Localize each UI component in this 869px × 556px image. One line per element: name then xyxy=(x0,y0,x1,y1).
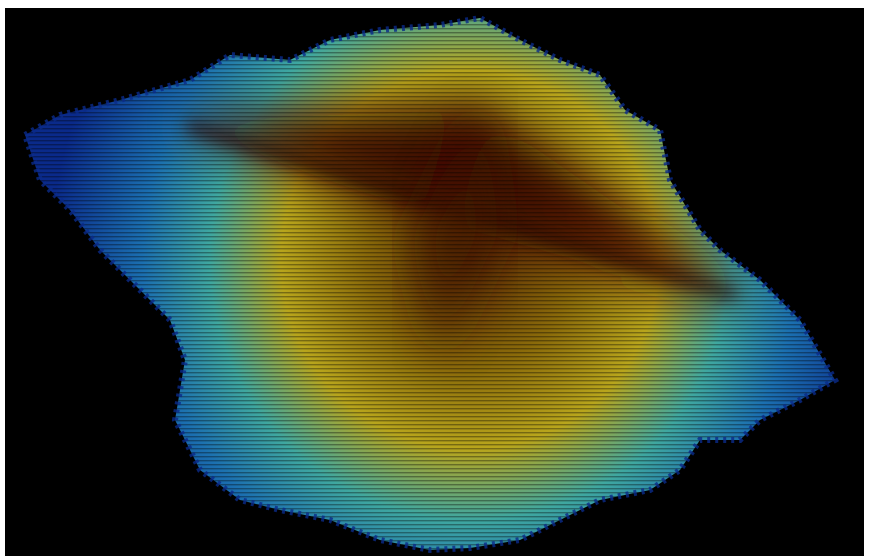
render-view xyxy=(0,0,869,556)
page: {} html, body { margin: 0; padding: 0; b… xyxy=(0,0,869,556)
body xyxy=(0,0,869,556)
